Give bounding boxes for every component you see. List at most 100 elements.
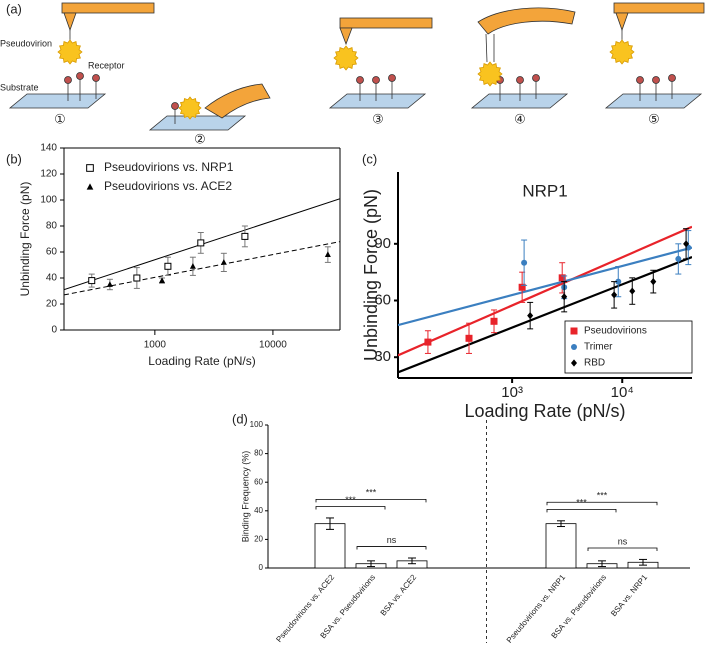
marker: [558, 274, 566, 282]
tip: [63, 12, 77, 32]
marker: [570, 327, 578, 335]
step: ⑤: [648, 113, 660, 128]
substrate: [8, 93, 107, 109]
marker: [220, 259, 227, 265]
x-tick-label: BSA vs. ACE2: [379, 572, 419, 617]
receptor-head: [64, 76, 72, 84]
diagram: (a) Pseudoviri: [0, 1, 705, 148]
legend-label: RBD: [584, 358, 605, 369]
y-axis-label: Unbinding Force (pN): [18, 182, 32, 297]
y-tick-label: 20: [46, 299, 58, 310]
receptor-head: [668, 74, 676, 82]
chart-title: NRP1: [522, 181, 567, 200]
tether: [485, 33, 488, 63]
cantilever: [204, 83, 271, 119]
y-tick-label: 0: [51, 325, 57, 336]
marker: [241, 232, 249, 240]
receptor-head: [372, 76, 380, 84]
marker: [571, 344, 577, 350]
legend-box: [564, 320, 693, 374]
marker: [133, 274, 141, 282]
receptor-head: [532, 74, 540, 82]
significance: ***: [366, 488, 377, 498]
receptor-head: [171, 102, 179, 110]
substrate: [328, 93, 427, 109]
tip: [615, 12, 629, 32]
cantilever: [61, 2, 155, 14]
x-tick-label: 10⁴: [611, 384, 634, 401]
marker: [521, 259, 528, 266]
marker: [164, 262, 172, 270]
legend-label: Pseudovirions vs. NRP1: [104, 160, 234, 174]
y-tick-label: 80: [46, 221, 58, 232]
y-tick-label: 60: [254, 477, 263, 486]
marker: [675, 255, 682, 262]
bracket: [315, 498, 427, 503]
y-axis-label: Unbinding Force (pN): [361, 189, 381, 361]
fit-line: [398, 256, 692, 374]
receptor-head: [636, 76, 644, 84]
legend-label: Pseudovirions vs. ACE2: [104, 179, 232, 193]
significance: ***: [345, 495, 356, 505]
virion: [477, 61, 503, 87]
panel-label: (c): [362, 151, 377, 166]
marker: [490, 317, 498, 325]
virion: [178, 96, 202, 120]
panel-label: (d): [232, 411, 248, 426]
marker: [683, 240, 690, 248]
marker: [629, 287, 636, 295]
x-axis-label: Loading Rate (pN/s): [148, 354, 255, 368]
bracket: [546, 501, 658, 506]
virion: [57, 39, 83, 65]
substrate: [470, 93, 569, 109]
virion: [333, 45, 359, 71]
panel-label: (a): [6, 1, 22, 16]
fit-line: [398, 246, 692, 327]
marker: [650, 278, 657, 286]
y-tick-label: 40: [46, 273, 58, 284]
y-axis-label: Binding Frequency (%): [240, 451, 250, 543]
bracket: [315, 506, 386, 510]
marker: [86, 164, 94, 172]
y-tick-label: 60: [374, 291, 391, 308]
cantilever: [339, 17, 433, 29]
y-tick-label: 60: [46, 247, 58, 258]
step: ②: [194, 133, 206, 148]
significance: ns: [387, 535, 397, 545]
marker: [518, 283, 526, 291]
y-tick-label: 140: [40, 143, 57, 154]
x-tick-label: 10000: [259, 340, 287, 351]
marker: [324, 251, 331, 257]
receptor-head: [652, 76, 660, 84]
panel-label: (b): [6, 151, 22, 166]
marker: [88, 277, 96, 285]
marker: [611, 291, 618, 299]
step: ①: [54, 113, 66, 128]
marker: [86, 183, 94, 190]
substrate: [604, 93, 703, 109]
step: ③: [372, 113, 384, 128]
marker: [159, 277, 166, 283]
y-tick-label: 20: [254, 535, 263, 544]
step: ④: [514, 113, 526, 128]
receptor-head: [388, 74, 396, 82]
y-tick-label: 100: [250, 420, 264, 429]
bracket: [587, 547, 658, 551]
x-axis-label: Loading Rate (pN/s): [464, 401, 625, 421]
marker: [424, 338, 432, 346]
receptor-head: [92, 74, 100, 82]
receptor-head: [516, 76, 524, 84]
y-tick-label: 80: [254, 449, 263, 458]
y-tick-label: 40: [254, 506, 263, 515]
significance: ***: [597, 491, 608, 501]
receptor-head: [356, 76, 364, 84]
marker: [197, 239, 205, 247]
marker: [189, 263, 196, 269]
substrate: [148, 115, 247, 131]
label: Pseudovirion: [0, 38, 52, 48]
virion: [609, 39, 635, 65]
label: Receptor: [88, 60, 125, 70]
y-tick-label: 100: [40, 195, 57, 206]
